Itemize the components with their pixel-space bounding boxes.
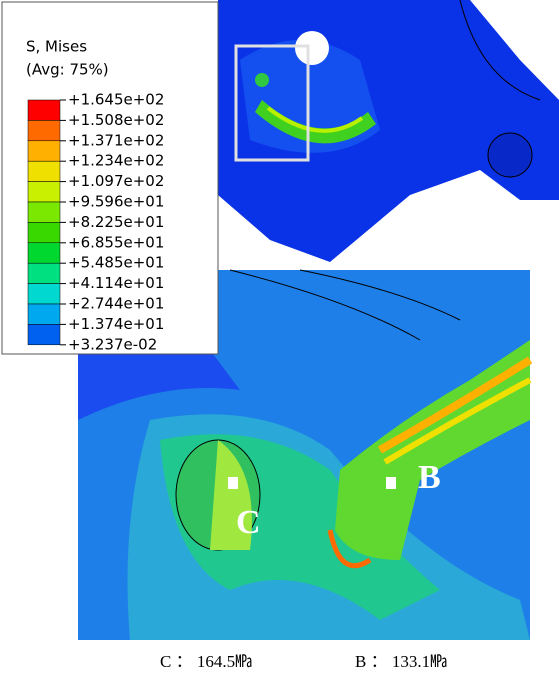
color-band xyxy=(27,303,61,325)
legend-label: +2.744e+01 xyxy=(68,295,164,313)
legend-subtitle: (Avg: 75%) xyxy=(26,61,109,79)
point-label: C xyxy=(236,504,261,541)
color-band xyxy=(27,222,61,244)
color-band xyxy=(27,242,61,264)
legend-label: +1.374e+01 xyxy=(68,315,164,333)
color-band xyxy=(27,324,61,346)
caption: C ： 164.5㎫ xyxy=(160,652,252,671)
color-band xyxy=(27,120,61,142)
legend-label: +3.237e-02 xyxy=(68,335,157,353)
legend-label: +9.596e+01 xyxy=(68,193,164,211)
legend-label: +8.225e+01 xyxy=(68,213,164,231)
legend-label: +1.371e+02 xyxy=(68,131,164,149)
legend-label: +4.114e+01 xyxy=(68,274,164,292)
color-band xyxy=(27,99,61,121)
legend-label: +1.097e+02 xyxy=(68,172,164,190)
caption: B ： 133.1㎫ xyxy=(355,652,447,671)
legend-label: +1.234e+02 xyxy=(68,152,164,170)
legend-label: +1.508e+02 xyxy=(68,111,164,129)
legend-label: +5.485e+01 xyxy=(68,254,164,272)
legend-title: S, Mises xyxy=(26,38,87,56)
point-label: B xyxy=(418,459,441,496)
legend-label: +1.645e+02 xyxy=(68,91,164,109)
color-band xyxy=(27,181,61,203)
color-band xyxy=(27,160,61,182)
color-band xyxy=(27,201,61,223)
overview-image xyxy=(218,0,559,262)
color-band xyxy=(27,262,61,284)
color-band xyxy=(27,140,61,162)
legend: S, Mises (Avg: 75%) +1.645e+02 +1.508e+02… xyxy=(1,1,219,355)
legend-label: +6.855e+01 xyxy=(68,233,164,251)
color-band xyxy=(27,283,61,305)
